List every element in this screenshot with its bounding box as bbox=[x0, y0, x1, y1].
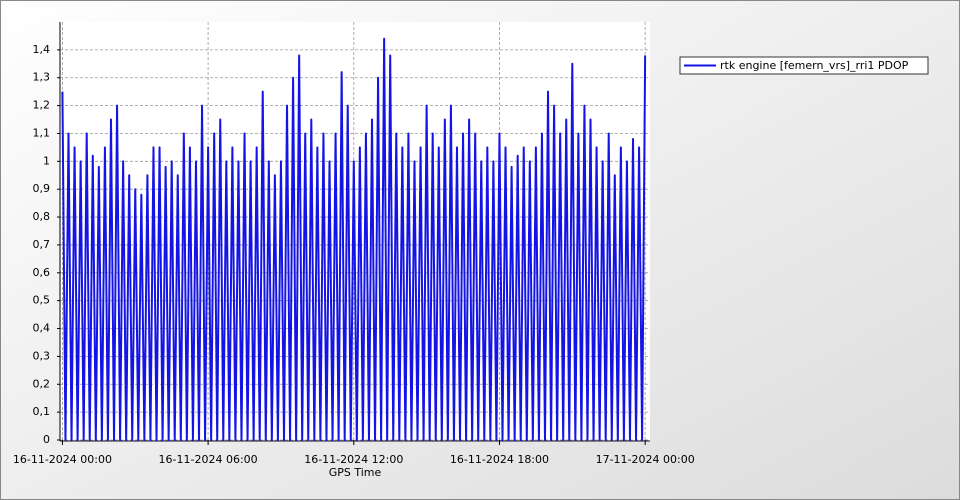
y-tick-label: 1,3 bbox=[33, 71, 51, 84]
y-tick-label: 1 bbox=[43, 154, 50, 167]
y-tick-label: 0,5 bbox=[33, 294, 51, 307]
y-tick-label: 0,6 bbox=[33, 266, 51, 279]
x-tick-label: 16-11-2024 12:00 bbox=[304, 453, 403, 466]
y-tick-label: 0,1 bbox=[33, 405, 51, 418]
y-tick-label: 1,4 bbox=[33, 43, 51, 56]
x-tick-label: 16-11-2024 06:00 bbox=[159, 453, 258, 466]
x-tick-label: 16-11-2024 00:00 bbox=[13, 453, 112, 466]
y-tick-label: 0,8 bbox=[33, 210, 51, 223]
legend-label: rtk engine [femern_vrs]_rri1 PDOP bbox=[720, 59, 909, 72]
y-tick-label: 0 bbox=[43, 433, 50, 446]
y-tick-label: 1,2 bbox=[33, 99, 51, 112]
y-tick-label: 0,2 bbox=[33, 377, 51, 390]
x-axis-label: GPS Time bbox=[329, 466, 382, 479]
y-tick-label: 0,7 bbox=[33, 238, 51, 251]
y-tick-label: 0,4 bbox=[33, 322, 51, 335]
x-tick-label: 16-11-2024 18:00 bbox=[450, 453, 549, 466]
legend-box bbox=[679, 56, 929, 75]
legend: rtk engine [femern_vrs]_rri1 PDOP bbox=[679, 56, 929, 75]
y-tick-label: 0,9 bbox=[33, 182, 51, 195]
data-line bbox=[61, 37, 647, 441]
x-tick-label: 17-11-2024 00:00 bbox=[596, 453, 695, 466]
y-tick-label: 0,3 bbox=[33, 349, 51, 362]
y-tick-label: 1,1 bbox=[33, 126, 51, 139]
